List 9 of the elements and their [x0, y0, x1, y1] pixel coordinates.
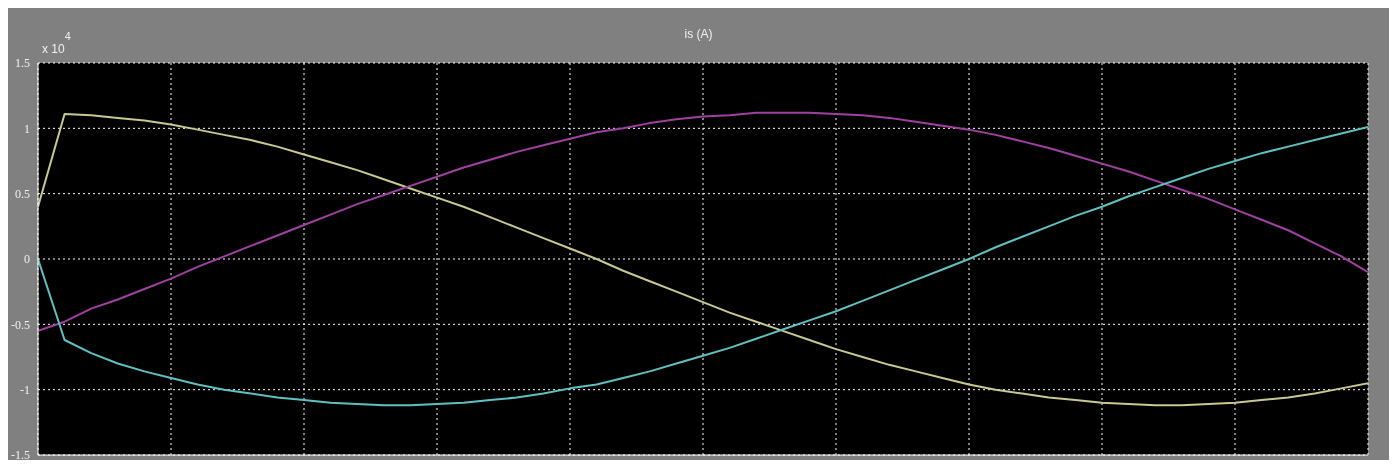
line-series	[38, 111, 1368, 332]
y-tick-label: 1.5	[15, 56, 30, 71]
y-tick-label: -1	[20, 382, 30, 397]
y-tick-label: 1	[24, 121, 30, 136]
y-tick-label: -0.5	[11, 317, 30, 332]
y-tick-label: 0.5	[15, 186, 30, 201]
chart-title: is (A)	[684, 27, 713, 41]
y-tick-label: -1.5	[11, 448, 30, 463]
y-tick-label: 0	[24, 252, 30, 267]
